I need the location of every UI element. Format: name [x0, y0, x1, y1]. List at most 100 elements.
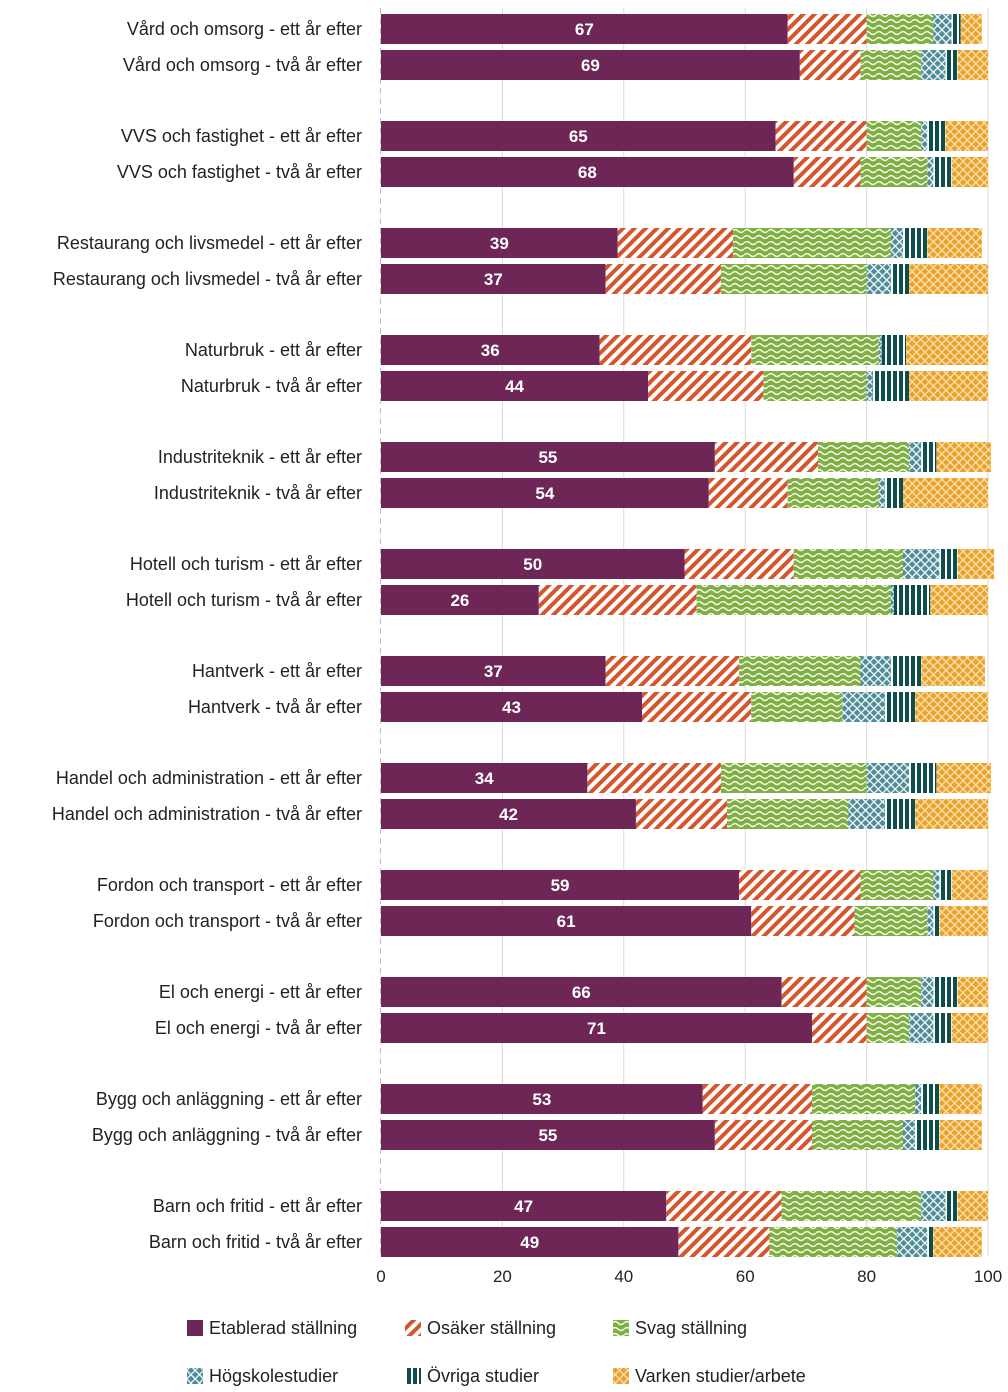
- bar-svag-stallning-22: [811, 1120, 904, 1150]
- bar-hogskolestudier-1: [933, 14, 952, 44]
- bar-varken-studier-arbete-21: [939, 1084, 982, 1114]
- category-label-7: Naturbruk - ett år efter: [185, 340, 362, 360]
- bar-varken-studier-arbete-18: [939, 906, 988, 936]
- x-tick-label-100: 100: [974, 1267, 1002, 1286]
- bar-varken-studier-arbete-10: [903, 478, 988, 508]
- data-label-14: 43: [502, 698, 521, 717]
- data-label-18: 61: [557, 912, 576, 931]
- bar-hogskolestudier-21: [915, 1084, 922, 1114]
- category-label-10: Industriteknik - två år efter: [154, 483, 362, 503]
- bar-osaker-stallning-22: [714, 1120, 812, 1150]
- bar-ovriga-studier-19: [933, 977, 958, 1007]
- category-label-3: VVS och fastighet - ett år efter: [121, 126, 362, 146]
- bar-varken-studier-arbete-20: [951, 1013, 988, 1043]
- bar-svag-stallning-15: [720, 763, 867, 793]
- bar-ovriga-studier-6: [890, 264, 910, 294]
- bar-ovriga-studier-13: [890, 656, 922, 686]
- legend-swatch-osaker-stallning: [405, 1320, 421, 1336]
- bar-svag-stallning-6: [720, 264, 867, 294]
- bar-row-barn-och-fritid-ett-ar-efter: 47: [381, 1191, 988, 1221]
- category-label-6: Restaurang och livsmedel - två år efter: [53, 269, 362, 289]
- bar-etablerad-stallning-19: [381, 977, 782, 1007]
- bar-row-hantverk-ett-ar-efter: 37: [381, 656, 985, 686]
- bar-varken-studier-arbete-12: [930, 585, 988, 615]
- bar-row-fordon-och-transport-ett-ar-efter: 59: [381, 870, 988, 900]
- category-label-22: Bygg och anläggning - två år efter: [92, 1125, 362, 1145]
- bar-svag-stallning-8: [763, 371, 867, 401]
- category-label-13: Hantverk - ett år efter: [192, 661, 362, 681]
- bar-etablerad-stallning-12: [381, 585, 539, 615]
- legend-item-etablerad-stallning: Etablerad ställning: [187, 1318, 357, 1338]
- bar-varken-studier-arbete-11: [957, 549, 995, 579]
- data-label-23: 47: [514, 1197, 533, 1216]
- bar-varken-studier-arbete-23: [957, 1191, 988, 1221]
- legend-label-svag-stallning: Svag ställning: [635, 1318, 747, 1338]
- bar-ovriga-studier-3: [927, 121, 946, 151]
- bar-etablerad-stallning-16: [381, 799, 636, 829]
- bar-ovriga-studier-21: [921, 1084, 940, 1114]
- legend-item-svag-stallning: Svag ställning: [613, 1318, 747, 1338]
- bar-etablerad-stallning-3: [381, 121, 776, 151]
- bar-row-hotell-och-turism-tva-ar-efter: 26: [381, 585, 988, 615]
- x-tick-label-20: 20: [493, 1267, 512, 1286]
- bar-svag-stallning-4: [860, 157, 928, 187]
- bar-hogskolestudier-18: [927, 906, 934, 936]
- bar-osaker-stallning-8: [648, 371, 764, 401]
- bar-osaker-stallning-15: [587, 763, 721, 793]
- bar-osaker-stallning-2: [799, 50, 861, 80]
- bar-hogskolestudier-12: [890, 585, 894, 615]
- bar-ovriga-studier-7: [881, 335, 907, 365]
- bar-etablerad-stallning-11: [381, 549, 685, 579]
- bar-svag-stallning-1: [866, 14, 934, 44]
- bar-hogskolestudier-10: [878, 478, 885, 508]
- category-label-14: Hantverk - två år efter: [188, 697, 362, 717]
- bar-row-barn-och-fritid-tva-ar-efter: 49: [381, 1227, 982, 1257]
- category-label-24: Barn och fritid - två år efter: [149, 1232, 362, 1252]
- bar-etablerad-stallning-2: [381, 50, 800, 80]
- bar-osaker-stallning-3: [775, 121, 867, 151]
- bar-ovriga-studier-1: [951, 14, 961, 44]
- bar-etablerad-stallning-21: [381, 1084, 703, 1114]
- bar-hogskolestudier-17: [933, 870, 940, 900]
- category-label-21: Bygg och anläggning - ett år efter: [96, 1089, 362, 1109]
- bar-osaker-stallning-6: [605, 264, 721, 294]
- bar-svag-stallning-5: [733, 228, 891, 258]
- data-label-19: 66: [572, 983, 591, 1002]
- bar-osaker-stallning-14: [642, 692, 752, 722]
- bar-osaker-stallning-21: [702, 1084, 812, 1114]
- category-label-23: Barn och fritid - ett år efter: [153, 1196, 362, 1216]
- bar-svag-stallning-23: [781, 1191, 922, 1221]
- bar-hogskolestudier-24: [896, 1227, 928, 1257]
- legend-swatch-hogskolestudier: [187, 1368, 203, 1384]
- bar-ovriga-studier-2: [945, 50, 958, 80]
- bar-ovriga-studier-18: [933, 906, 940, 936]
- bar-osaker-stallning-12: [538, 585, 697, 615]
- legend-label-osaker-stallning: Osäker ställning: [427, 1318, 556, 1338]
- data-label-4: 68: [578, 163, 597, 182]
- bar-row-vard-och-omsorg-tva-ar-efter: 69: [381, 50, 988, 80]
- bar-row-el-och-energi-tva-ar-efter: 71: [381, 1013, 988, 1043]
- legend-swatch-varken-studier-arbete: [613, 1368, 629, 1384]
- legend-item-ovriga-studier: Övriga studier: [405, 1366, 539, 1386]
- bar-svag-stallning-14: [751, 692, 843, 722]
- bar-hogskolestudier-23: [921, 1191, 946, 1221]
- bar-etablerad-stallning-24: [381, 1227, 679, 1257]
- data-label-16: 42: [499, 805, 518, 824]
- bar-etablerad-stallning-5: [381, 228, 618, 258]
- bar-hogskolestudier-14: [842, 692, 885, 722]
- x-tick-label-0: 0: [376, 1267, 385, 1286]
- bar-varken-studier-arbete-17: [951, 870, 988, 900]
- data-label-17: 59: [551, 876, 570, 895]
- data-label-15: 34: [475, 769, 494, 788]
- category-label-19: El och energi - ett år efter: [159, 982, 362, 1002]
- bar-hogskolestudier-5: [890, 228, 904, 258]
- bar-varken-studier-arbete-16: [915, 799, 988, 829]
- bar-svag-stallning-3: [866, 121, 922, 151]
- bar-svag-stallning-17: [860, 870, 934, 900]
- bar-row-hantverk-tva-ar-efter: 43: [381, 692, 988, 722]
- bar-svag-stallning-10: [787, 478, 879, 508]
- bar-etablerad-stallning-17: [381, 870, 740, 900]
- category-label-15: Handel och administration - ett år efter: [56, 768, 362, 788]
- bar-varken-studier-arbete-15: [936, 763, 992, 793]
- data-label-21: 53: [532, 1090, 551, 1109]
